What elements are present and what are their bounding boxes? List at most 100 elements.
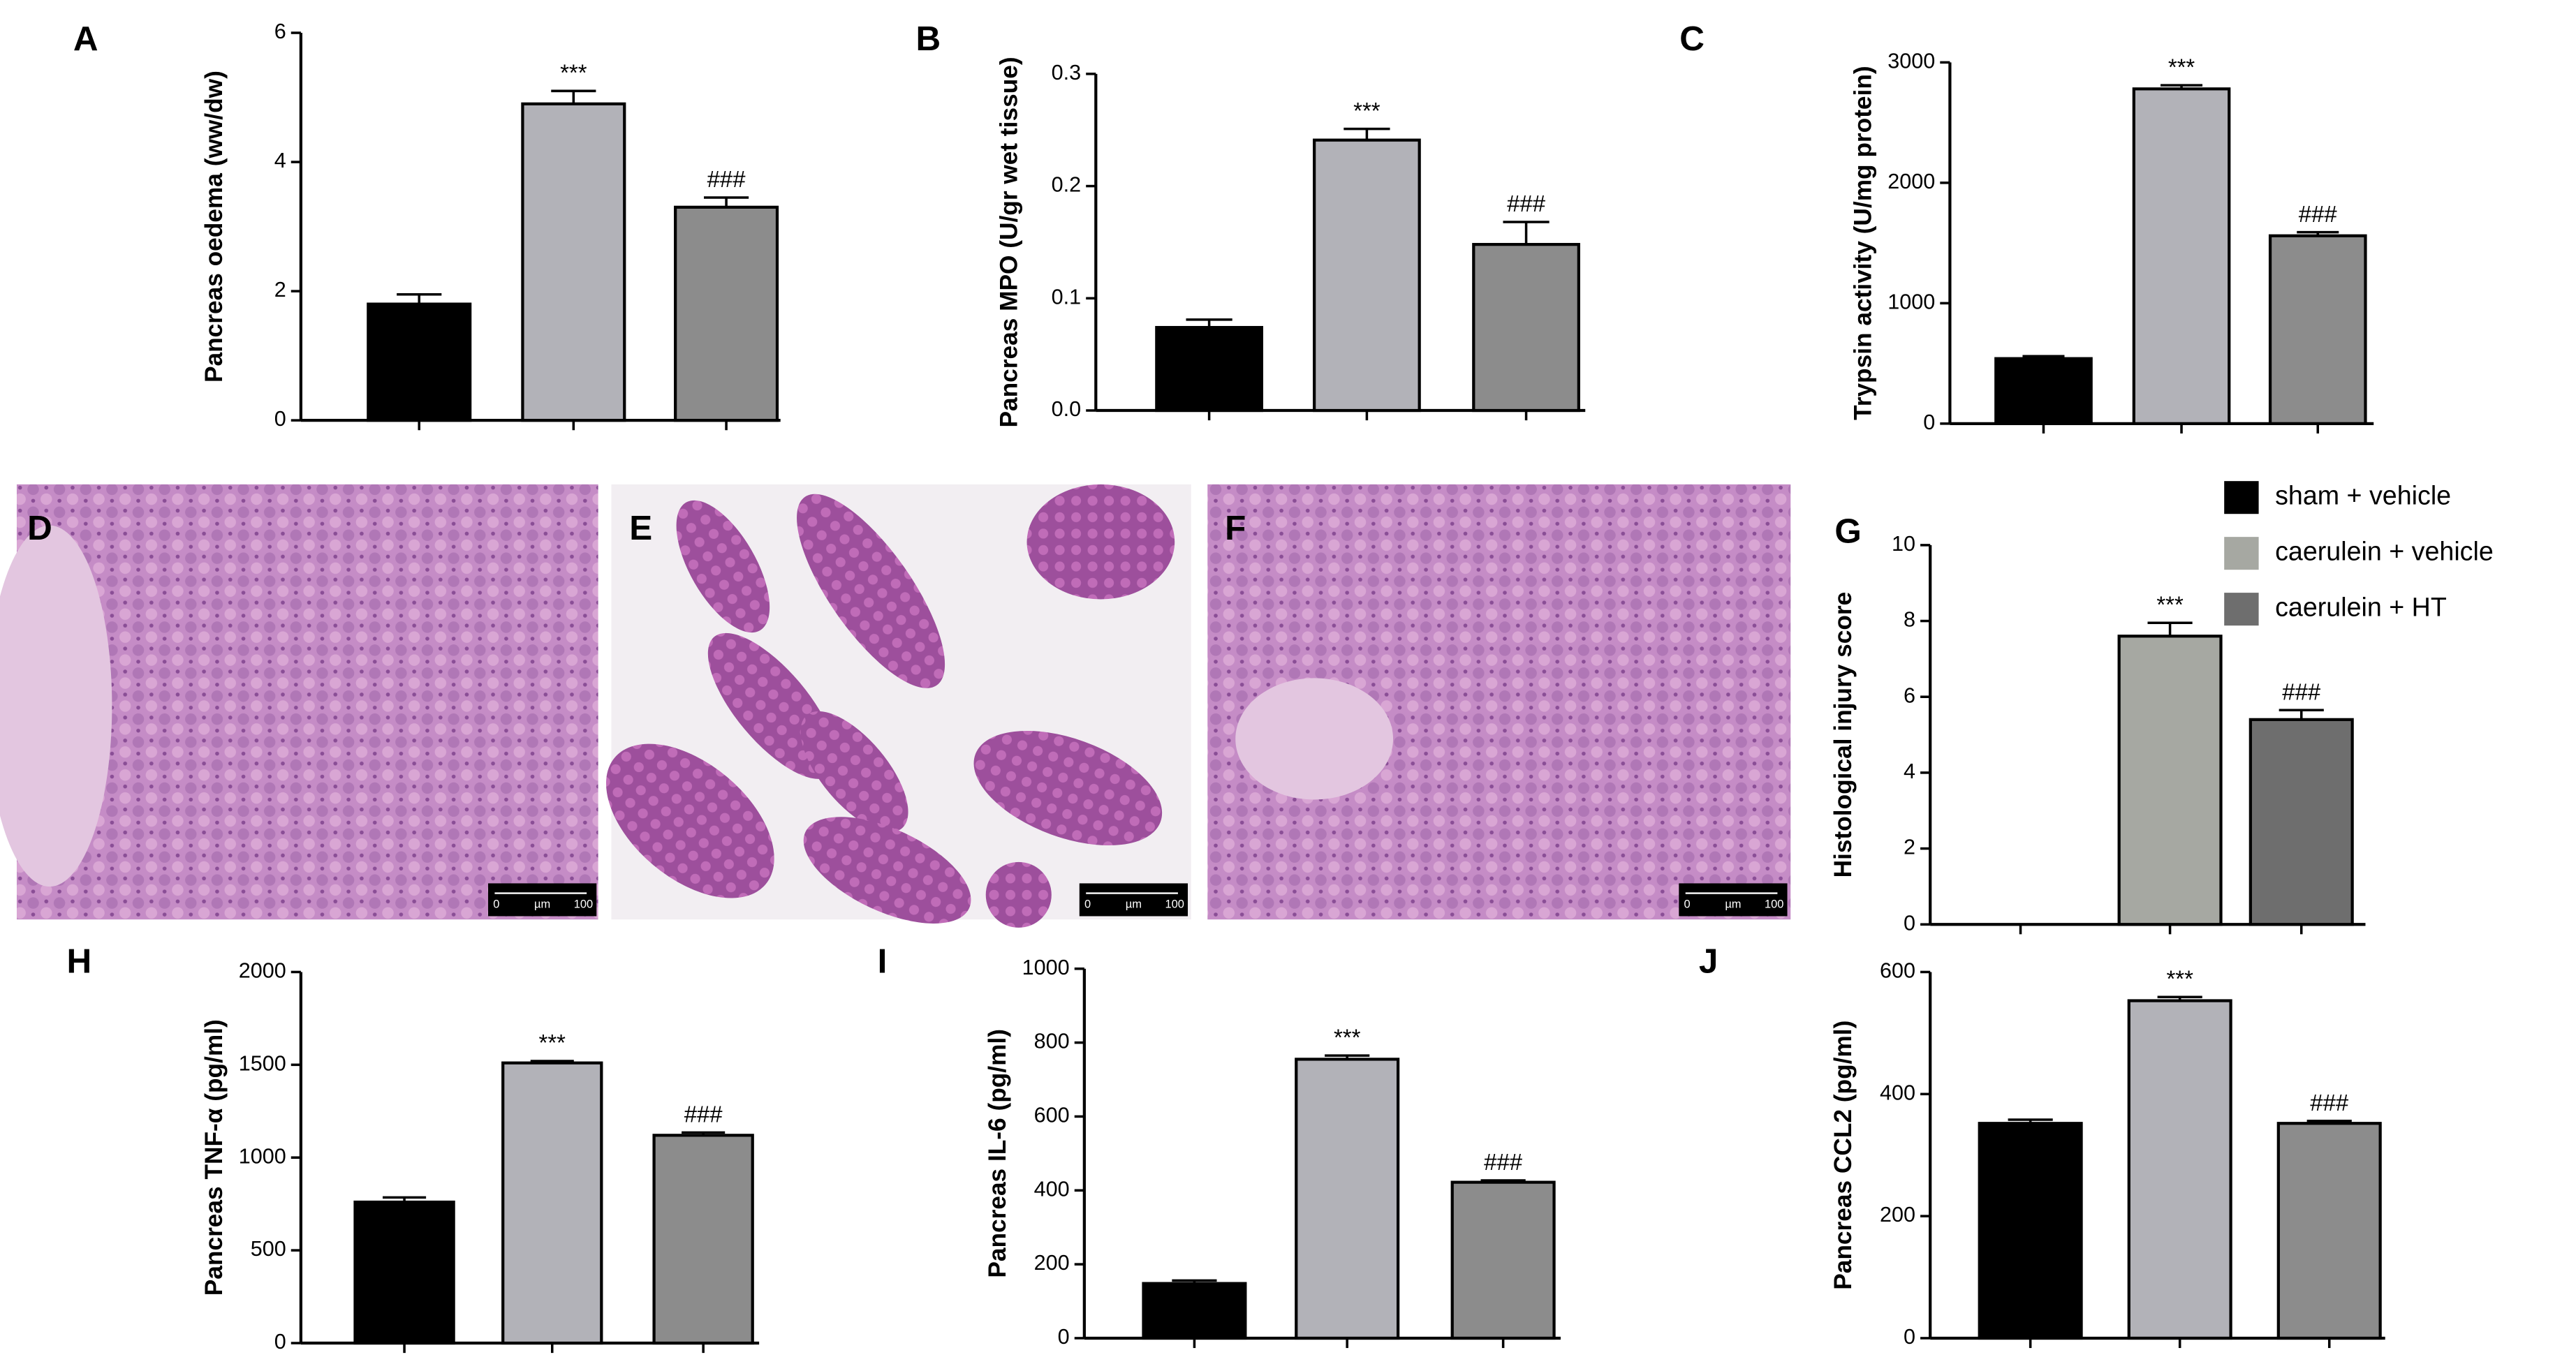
scale-label: µm bbox=[534, 898, 550, 910]
y-tick-label: 1000 bbox=[239, 1144, 286, 1168]
bar bbox=[2276, 1122, 2382, 1340]
y-tick-label: 6 bbox=[274, 20, 286, 43]
bar bbox=[1978, 1122, 2083, 1340]
y-tick-label: 6 bbox=[1904, 683, 1915, 707]
micrograph-image bbox=[16, 484, 598, 920]
y-tick-label: 0 bbox=[1904, 1325, 1915, 1349]
y-axis-label: Trypsin activity (U/mg protein) bbox=[1849, 66, 1876, 420]
significance-label: *** bbox=[1353, 98, 1381, 124]
y-tick-label: 0.0 bbox=[1052, 397, 1082, 421]
y-tick-label: 0.1 bbox=[1052, 285, 1082, 309]
scale-label: 0 bbox=[1084, 898, 1091, 910]
scale-bar-box bbox=[488, 883, 597, 917]
bar bbox=[2117, 635, 2223, 926]
y-tick-label: 0 bbox=[1058, 1325, 1070, 1349]
y-tick-label: 600 bbox=[1880, 959, 1915, 983]
y-tick-label: 1000 bbox=[1022, 956, 1070, 979]
bar bbox=[1450, 1180, 1556, 1340]
y-tick-label: 8 bbox=[1904, 608, 1915, 632]
significance-label: *** bbox=[2166, 965, 2193, 991]
scale-bar-box bbox=[1679, 883, 1788, 917]
y-tick-label: 10 bbox=[1892, 532, 1915, 556]
y-tick-label: 0 bbox=[274, 1330, 286, 1354]
y-axis-label: Pancreas TNF-α (pg/ml) bbox=[200, 1019, 228, 1296]
panel-letter: G bbox=[1834, 512, 1861, 550]
panel-letter: A bbox=[73, 20, 98, 58]
bar bbox=[652, 1134, 754, 1345]
legend-label: caerulein + vehicle bbox=[2275, 537, 2494, 566]
y-tick-label: 0 bbox=[1904, 911, 1915, 935]
scale-label: 100 bbox=[1765, 898, 1783, 910]
panel-letter: E bbox=[629, 509, 652, 547]
lobules bbox=[605, 484, 1175, 928]
bar bbox=[2268, 234, 2367, 425]
y-tick-label: 1000 bbox=[1887, 290, 1935, 313]
significance-label: ### bbox=[1484, 1149, 1523, 1175]
y-tick-label: 400 bbox=[1034, 1177, 1070, 1201]
y-axis-label: Pancreas CCL2 (pg/ml) bbox=[1830, 1021, 1857, 1290]
y-tick-label: 600 bbox=[1034, 1104, 1070, 1127]
y-tick-label: 200 bbox=[1880, 1203, 1915, 1227]
legend-swatch bbox=[2224, 537, 2259, 570]
bar bbox=[2127, 999, 2232, 1340]
bar bbox=[353, 1200, 455, 1345]
bar bbox=[674, 205, 779, 422]
bar bbox=[1295, 1058, 1400, 1340]
panel-letter: B bbox=[916, 20, 941, 58]
scale-label: µm bbox=[1126, 898, 1142, 910]
islet bbox=[0, 525, 112, 887]
scale-label: 0 bbox=[1684, 898, 1690, 910]
scale-label: 100 bbox=[574, 898, 593, 910]
bar bbox=[2249, 718, 2354, 926]
significance-label: ### bbox=[2299, 201, 2338, 227]
legend-swatch bbox=[2224, 481, 2259, 514]
bar bbox=[367, 302, 472, 422]
panel-letter: C bbox=[1679, 20, 1705, 58]
y-tick-label: 2000 bbox=[1887, 170, 1935, 193]
bar bbox=[2132, 87, 2231, 425]
significance-label: ### bbox=[2282, 679, 2321, 704]
panel-letter: D bbox=[27, 509, 52, 547]
micrographs bbox=[0, 484, 1791, 928]
y-tick-label: 400 bbox=[1880, 1081, 1915, 1104]
scale-label: 0 bbox=[493, 898, 499, 910]
scale-bar-box bbox=[1079, 883, 1188, 917]
y-tick-label: 0 bbox=[1923, 410, 1935, 434]
y-tick-label: 500 bbox=[251, 1237, 286, 1261]
y-tick-label: 1500 bbox=[239, 1051, 286, 1075]
significance-label: *** bbox=[539, 1030, 566, 1055]
y-tick-label: 4 bbox=[274, 149, 286, 172]
y-tick-label: 200 bbox=[1034, 1251, 1070, 1275]
significance-label: *** bbox=[2168, 54, 2195, 80]
y-tick-label: 2 bbox=[274, 278, 286, 302]
y-tick-label: 0.2 bbox=[1052, 173, 1082, 197]
y-tick-label: 2000 bbox=[239, 959, 286, 983]
panel-letter: I bbox=[878, 942, 888, 981]
significance-label: *** bbox=[560, 59, 587, 85]
significance-label: ### bbox=[2310, 1090, 2349, 1116]
legend-label: sham + vehicle bbox=[2275, 481, 2451, 510]
significance-label: ### bbox=[684, 1102, 723, 1127]
y-tick-label: 0 bbox=[274, 407, 286, 431]
y-tick-label: 800 bbox=[1034, 1030, 1070, 1053]
significance-label: ### bbox=[1507, 191, 1546, 216]
panel-letter: F bbox=[1225, 509, 1246, 547]
y-axis-label: Histological injury score bbox=[1830, 592, 1857, 878]
significance-label: ### bbox=[707, 166, 746, 192]
y-tick-label: 4 bbox=[1904, 759, 1915, 783]
y-axis-label: Pancreas oedema (ww/dw) bbox=[200, 71, 228, 383]
bar bbox=[1313, 138, 1421, 413]
bar bbox=[521, 102, 626, 422]
scale-label: 100 bbox=[1165, 898, 1184, 910]
y-axis-label: Pancreas MPO (U/gr wet tissue) bbox=[995, 57, 1022, 427]
y-tick-label: 3000 bbox=[1887, 49, 1935, 73]
bar bbox=[1155, 325, 1263, 413]
panel-letter: H bbox=[67, 942, 92, 981]
bar bbox=[1142, 1282, 1247, 1340]
significance-label: *** bbox=[2156, 591, 2184, 617]
significance-label: *** bbox=[1334, 1024, 1361, 1050]
islet bbox=[1235, 678, 1394, 800]
y-tick-label: 0.3 bbox=[1052, 61, 1082, 84]
bar bbox=[501, 1061, 603, 1345]
